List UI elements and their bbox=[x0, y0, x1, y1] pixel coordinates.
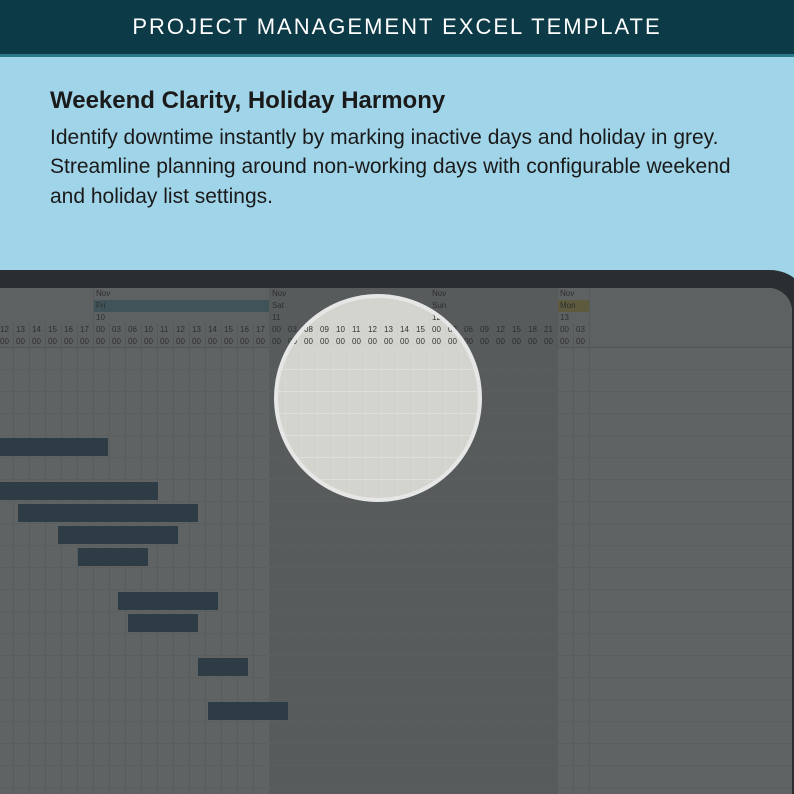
hour-cell: 1500 bbox=[222, 324, 238, 348]
date-cell bbox=[0, 312, 94, 324]
hour-cell: 1100 bbox=[158, 324, 174, 348]
gantt-row bbox=[0, 634, 792, 656]
month-cell: Nov bbox=[94, 288, 270, 300]
gantt-row bbox=[0, 766, 792, 788]
gantt-bar[interactable] bbox=[208, 702, 288, 720]
hour-cell: 1500 bbox=[414, 324, 430, 348]
gantt-bar[interactable] bbox=[18, 504, 198, 522]
marketing-copy: Weekend Clarity, Holiday Harmony Identif… bbox=[0, 57, 794, 235]
dayname-cell bbox=[0, 300, 94, 312]
hour-cell: 2100 bbox=[542, 324, 558, 348]
gantt-bar[interactable] bbox=[58, 526, 178, 544]
gantt-row bbox=[0, 722, 792, 744]
dayname-cell: Sun bbox=[430, 300, 478, 312]
hour-cell: 1400 bbox=[206, 324, 222, 348]
month-cell: Nov bbox=[558, 288, 590, 300]
gantt-row bbox=[0, 744, 792, 766]
gantt-row bbox=[278, 480, 478, 498]
hour-cell: 1200 bbox=[0, 324, 14, 348]
hour-cell: 0900 bbox=[318, 324, 334, 348]
month-cell bbox=[0, 288, 94, 300]
hour-cell: 0300 bbox=[446, 324, 462, 348]
gantt-row bbox=[278, 348, 478, 370]
gantt-row bbox=[0, 568, 792, 590]
gantt-row bbox=[278, 458, 478, 480]
gantt-bar[interactable] bbox=[198, 658, 248, 676]
hour-cell: 0600 bbox=[126, 324, 142, 348]
dayname-cell: Mon bbox=[558, 300, 590, 312]
gantt-row bbox=[0, 678, 792, 700]
gantt-bar[interactable] bbox=[128, 614, 198, 632]
dayname-cell: Fri bbox=[94, 300, 270, 312]
gantt-bar[interactable] bbox=[118, 592, 218, 610]
tablet-frame: NovNovNovNov FriSatSunMon 10111213 12001… bbox=[0, 270, 794, 794]
gantt-bar[interactable] bbox=[0, 482, 158, 500]
hour-cell: 1500 bbox=[510, 324, 526, 348]
hour-cell: 0600 bbox=[462, 324, 478, 348]
hour-cell: 1400 bbox=[398, 324, 414, 348]
hour-cell: 1700 bbox=[254, 324, 270, 348]
hour-cell: 1600 bbox=[62, 324, 78, 348]
gantt-row bbox=[0, 656, 792, 678]
hour-cell: 0900 bbox=[478, 324, 494, 348]
hour-cell: 1200 bbox=[494, 324, 510, 348]
hour-cell: 1500 bbox=[46, 324, 62, 348]
gantt-row bbox=[278, 436, 478, 458]
date-cell: 11 bbox=[278, 312, 430, 324]
dayname-cell: Sat bbox=[278, 300, 430, 312]
hour-cell: 1300 bbox=[14, 324, 30, 348]
hour-cell: 0000 bbox=[278, 324, 286, 348]
date-cell: 13 bbox=[558, 312, 590, 324]
date-cell: 12 bbox=[430, 312, 478, 324]
hour-cell: 1800 bbox=[526, 324, 542, 348]
hour-cell: 1600 bbox=[238, 324, 254, 348]
hour-cell: 0000 bbox=[558, 324, 574, 348]
header-title: PROJECT MANAGEMENT EXCEL TEMPLATE bbox=[132, 14, 661, 39]
hour-cell: 0300 bbox=[286, 324, 302, 348]
spotlight-content: NovNovNovNov FriSatSunMon 10111213 12001… bbox=[278, 298, 478, 498]
hour-cell: 1400 bbox=[30, 324, 46, 348]
timeline-header: NovNovNovNov FriSatSunMon 10111213 12001… bbox=[278, 298, 478, 348]
hour-cell: 1100 bbox=[350, 324, 366, 348]
hour-cell: 1000 bbox=[334, 324, 350, 348]
hour-cell: 1300 bbox=[190, 324, 206, 348]
copy-heading: Weekend Clarity, Holiday Harmony bbox=[50, 87, 744, 115]
spotlight-circle: NovNovNovNov FriSatSunMon 10111213 12001… bbox=[278, 298, 478, 498]
hour-cell: 0300 bbox=[110, 324, 126, 348]
copy-body: Identify downtime instantly by marking i… bbox=[50, 123, 744, 211]
hour-cell: 0000 bbox=[430, 324, 446, 348]
hour-cell: 0000 bbox=[94, 324, 110, 348]
gantt-body[interactable] bbox=[278, 348, 478, 498]
gantt-row bbox=[278, 414, 478, 436]
hour-cell: 1700 bbox=[78, 324, 94, 348]
hour-cell: 1200 bbox=[174, 324, 190, 348]
gantt-row bbox=[278, 370, 478, 392]
screen: NovNovNovNov FriSatSunMon 10111213 12001… bbox=[0, 288, 792, 794]
gantt-bar[interactable] bbox=[78, 548, 148, 566]
date-cell: 10 bbox=[94, 312, 270, 324]
hour-cell: 1300 bbox=[382, 324, 398, 348]
hour-cell: 0300 bbox=[574, 324, 590, 348]
header-bar: PROJECT MANAGEMENT EXCEL TEMPLATE bbox=[0, 0, 794, 57]
gantt-bar[interactable] bbox=[0, 438, 108, 456]
hour-cell: 1200 bbox=[366, 324, 382, 348]
gantt-row bbox=[0, 788, 792, 794]
gantt-row bbox=[0, 700, 792, 722]
gantt-row bbox=[278, 392, 478, 414]
hour-cell: 0800 bbox=[302, 324, 318, 348]
gantt-row bbox=[0, 612, 792, 634]
hour-cell: 1000 bbox=[142, 324, 158, 348]
